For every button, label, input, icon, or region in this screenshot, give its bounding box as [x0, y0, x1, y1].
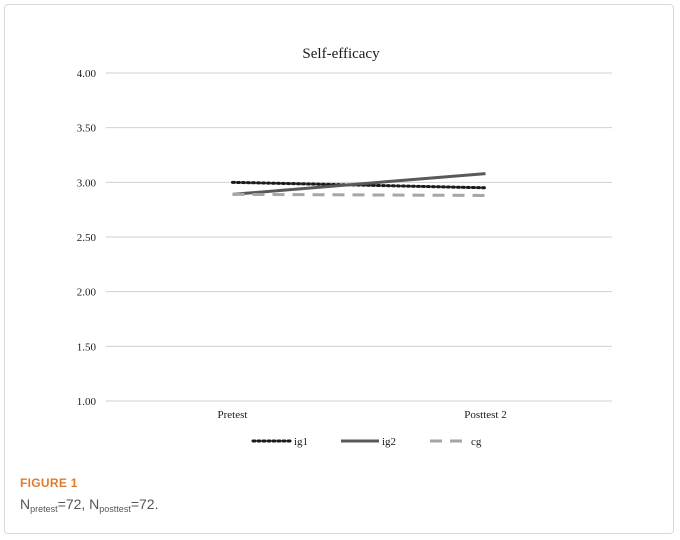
caption-posttest-sub: posttest	[99, 504, 131, 514]
chart-title: Self-efficacy	[302, 46, 380, 62]
legend: ig1 ig2 cg	[251, 436, 482, 448]
y-tick-label: 2.00	[77, 287, 97, 299]
y-tick-label: 3.00	[77, 177, 97, 189]
y-tick-label: 4.00	[77, 68, 97, 80]
line-chart: Self-efficacy 1.00 1.50 2.00 2.50 3.00 3.50 4.…	[77, 46, 612, 448]
caption-n-1: N	[20, 496, 31, 512]
caption-pretest-value: =72,	[57, 496, 90, 512]
figure-frame	[4, 4, 674, 534]
y-tick-label: 2.50	[77, 232, 97, 244]
series-line-cg	[232, 192, 486, 197]
caption-posttest-value: =72.	[130, 496, 159, 512]
x-axis-ticks: Pretest Posttest 2	[218, 409, 507, 421]
series-line-ig2	[232, 172, 486, 196]
legend-label-ig1: ig1	[294, 436, 308, 448]
x-tick-label: Pretest	[218, 409, 248, 421]
legend-label-cg: cg	[471, 436, 482, 448]
y-axis-ticks: 1.00 1.50 2.00 2.50 3.00 3.50 4.00	[77, 68, 97, 408]
figure-caption: Npretest=72, Nposttest=72.	[20, 496, 158, 514]
y-tick-label: 3.50	[77, 123, 97, 135]
x-tick-label: Posttest 2	[464, 409, 506, 421]
figure-label: FIGURE 1	[20, 476, 78, 490]
y-tick-label: 1.00	[77, 396, 97, 408]
legend-label-ig2: ig2	[382, 436, 396, 448]
caption-n-2: N	[89, 496, 100, 512]
gridlines	[106, 72, 612, 402]
caption-pretest-sub: pretest	[30, 504, 58, 514]
y-tick-label: 1.50	[77, 341, 97, 353]
series-lines	[231, 172, 487, 197]
